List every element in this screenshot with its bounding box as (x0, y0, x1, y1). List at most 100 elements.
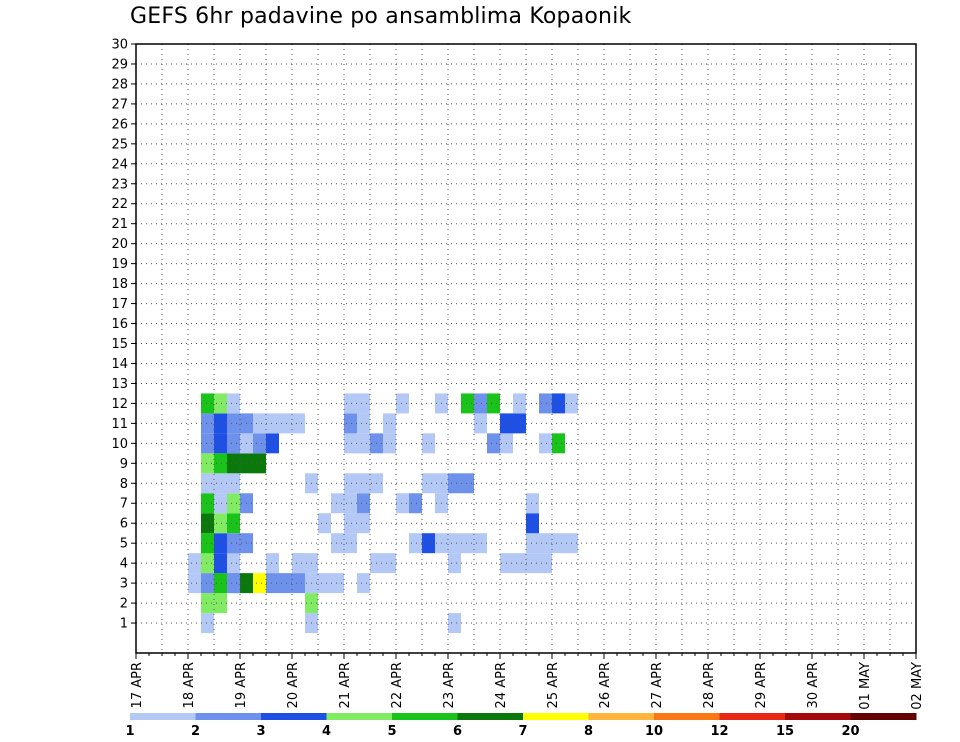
y-tick-label: 18 (111, 277, 128, 292)
heatmap-cell (474, 393, 487, 414)
x-tick-label: 02 MAY (910, 662, 925, 710)
colorbar-swatch (261, 713, 327, 720)
heatmap-cell (357, 573, 370, 594)
heatmap-cell (474, 533, 487, 554)
heatmap-cell (266, 413, 279, 434)
heatmap-cell (201, 393, 214, 414)
heatmap-cell (396, 393, 409, 414)
heatmap-cell (227, 573, 240, 594)
heatmap-cell (214, 553, 227, 574)
heatmap-cell (214, 573, 227, 594)
heatmap-cell (331, 533, 344, 554)
heatmap-cell (383, 553, 396, 574)
y-tick-label: 17 (111, 297, 128, 312)
heatmap-cell (214, 533, 227, 554)
colorbar-label: 7 (518, 724, 527, 739)
y-tick-label: 1 (120, 617, 128, 632)
heatmap-cell (201, 453, 214, 474)
heatmap-cell (201, 553, 214, 574)
heatmap-cell (253, 433, 266, 454)
heatmap-cell (526, 533, 539, 554)
colorbar-swatch (457, 713, 524, 720)
heatmap-cell (448, 473, 461, 494)
colorbar-swatch (719, 713, 786, 720)
x-tick-label: 20 APR (286, 662, 301, 708)
heatmap-cell (227, 513, 240, 534)
colorbar: 1 2 3 4 5 6 7 8 10 12 15 20 (125, 713, 917, 739)
y-tick-label: 20 (111, 237, 128, 252)
heatmap-cell (227, 493, 240, 514)
x-tick-label: 18 APR (182, 662, 197, 708)
y-tick-label: 29 (111, 57, 128, 72)
y-tick-label: 16 (111, 317, 128, 332)
heatmap-cell (188, 573, 201, 594)
x-tick-label: 19 APR (234, 662, 249, 708)
y-tick-label: 22 (111, 197, 128, 212)
y-tick-label: 11 (111, 417, 128, 432)
heatmap-cell (266, 553, 279, 574)
y-tick-label: 6 (120, 517, 128, 532)
heatmap-cell (448, 553, 461, 574)
colorbar-label: 15 (776, 724, 794, 739)
y-tick-label: 4 (120, 557, 128, 572)
heatmap-cell (513, 413, 526, 434)
heatmap-cell (448, 533, 461, 554)
heatmap-cell (344, 533, 357, 554)
heatmap-cell (552, 533, 565, 554)
x-tick-label: 22 APR (390, 662, 405, 708)
heatmap-cell (552, 433, 565, 454)
heatmap-cell (318, 573, 331, 594)
chart-title: GEFS 6hr padavine po ansamblima Kopaonik (130, 4, 632, 29)
heatmap-cell (266, 573, 279, 594)
heatmap-cell (253, 453, 266, 474)
heatmap-cell (526, 513, 539, 534)
x-tick-label: 30 APR (806, 662, 821, 708)
y-tick-label: 28 (111, 77, 128, 92)
colorbar-label: 20 (841, 724, 859, 739)
colorbar-swatch (654, 713, 720, 720)
heatmap-cell (357, 493, 370, 514)
colorbar-swatch (195, 713, 262, 720)
y-tick-label: 30 (111, 38, 128, 53)
heatmap-cell (422, 433, 435, 454)
colorbar-swatch (392, 713, 458, 720)
heatmap-cell (422, 533, 435, 554)
heatmap-cell (292, 413, 305, 434)
colorbar-label: 6 (453, 724, 462, 739)
colorbar-label: 1 (125, 724, 134, 739)
y-tick-label: 15 (111, 337, 128, 352)
heatmap-cell (474, 413, 487, 434)
y-tick-label: 8 (120, 477, 128, 492)
heatmap-cell (266, 433, 279, 454)
x-tick-label: 27 APR (650, 662, 665, 708)
heatmap-cell (227, 553, 240, 574)
heatmap-cell (461, 533, 474, 554)
colorbar-swatch (326, 713, 393, 720)
heatmap-cell (539, 533, 552, 554)
colorbar-label: 4 (322, 724, 331, 739)
heatmap-cell (344, 433, 357, 454)
y-tick-label: 13 (111, 377, 128, 392)
heatmap-cell (344, 473, 357, 494)
heatmap-cell (539, 433, 552, 454)
heatmap-cell (201, 493, 214, 514)
y-tick-label: 14 (111, 357, 128, 372)
x-tick-label: 25 APR (546, 662, 561, 708)
heatmap-cell (396, 493, 409, 514)
heatmap-cell (513, 393, 526, 414)
y-tick-label: 21 (111, 217, 128, 232)
heatmap-cell (461, 473, 474, 494)
heatmap-cell (448, 613, 461, 634)
heatmap-cell (214, 493, 227, 514)
heatmap-cell (292, 553, 305, 574)
x-tick-label: 26 APR (598, 662, 613, 708)
heatmap-cell (461, 393, 474, 414)
y-tick-label: 23 (111, 177, 128, 192)
heatmap-cell (227, 413, 240, 434)
heatmap-cell (331, 573, 344, 594)
heatmap-cell (357, 513, 370, 534)
heatmap-cell (201, 433, 214, 454)
heatmap-cell (227, 393, 240, 414)
y-tick-label: 19 (111, 257, 128, 272)
